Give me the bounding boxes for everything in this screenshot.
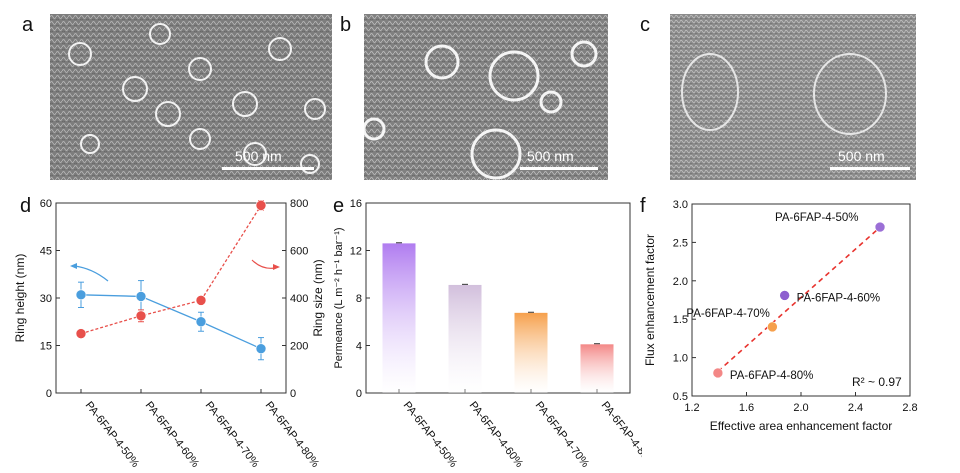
chart-d-point — [255, 343, 267, 354]
chart-d-xtick-label: PA-6FAP-4-80% — [263, 399, 322, 470]
scale-label-b: 500 nm — [527, 148, 574, 164]
chart-f-ytick-label: 0.5 — [673, 391, 688, 403]
panel-letter-d: d — [20, 195, 32, 217]
chart-e-ytick-label: 8 — [356, 293, 362, 305]
chart-d-ytick-label: 0 — [46, 388, 52, 400]
chart-d-ylabel: Ring height (nm) — [13, 254, 27, 343]
chart-f-xlabel: Effective area enhancement factor — [710, 419, 893, 433]
chart-e-xtick-label: PA-6FAP-4-50% — [401, 399, 460, 470]
chart-f-ytick-label: 2.5 — [673, 237, 688, 249]
chart-d-y2tick-label: 600 — [290, 246, 308, 258]
chart-f-fit-line — [717, 221, 887, 373]
chart-f-enhancement: 0.5 1.0 1.5 2.0 2.5 3.0 1.2 1.6 2.0 2.4 2.8 PA-6F… — [643, 199, 918, 433]
scale-label-c: 500 nm — [838, 148, 885, 164]
chart-d-xtick-label: PA-6FAP-4-50% — [83, 399, 142, 470]
chart-d-xtick-label: PA-6FAP-4-60% — [143, 399, 202, 470]
chart-f-xtick-label: 1.2 — [684, 402, 699, 414]
chart-d-point — [195, 295, 207, 306]
sem-image-a — [50, 14, 332, 180]
chart-f-ytick-label: 1.0 — [673, 353, 688, 365]
chart-d-point — [135, 310, 147, 322]
chart-e-ytick-label: 12 — [350, 246, 362, 258]
chart-d-frame — [55, 202, 287, 394]
chart-f-point-label: PA-6FAP-4-70% — [686, 308, 770, 320]
chart-f-point — [874, 221, 886, 233]
scale-bar-c — [830, 167, 910, 170]
chart-e-bar — [580, 344, 614, 393]
chart-f-point — [779, 290, 790, 301]
panel-letter-f: f — [640, 195, 646, 217]
chart-d-y2tick-label: 0 — [290, 388, 296, 400]
chart-f-xtick-label: 2.8 — [902, 402, 917, 414]
chart-d-ytick-label: 15 — [40, 341, 52, 353]
chart-e-ylabel: Permeance (L m⁻² h⁻¹ bar⁻¹) — [333, 227, 345, 368]
chart-f-ytick-label: 1.5 — [673, 314, 688, 326]
chart-f-ylabel: Flux enhancement factor — [643, 234, 657, 366]
panel-letter-a: a — [22, 14, 34, 36]
chart-d-y2tick-label: 200 — [290, 341, 308, 353]
chart-d-y2tick-label: 800 — [290, 198, 308, 210]
chart-d-point — [75, 328, 87, 339]
scale-bar-b — [520, 167, 598, 170]
chart-e-bar — [514, 312, 548, 393]
chart-d-y2tick-label: 400 — [290, 293, 308, 305]
chart-f-xtick-label: 2.0 — [793, 402, 808, 414]
chart-e-ytick-label: 0 — [356, 388, 362, 400]
chart-d-point — [255, 200, 267, 211]
chart-d-series-line-0 — [80, 294, 262, 350]
chart-d-ytick-label: 60 — [40, 198, 52, 210]
chart-e-ytick-label: 16 — [350, 198, 362, 210]
panel-letter-e: e — [333, 195, 345, 217]
scale-bar-a — [222, 167, 314, 170]
chart-e-ytick-label: 4 — [356, 341, 362, 353]
chart-f-point-label: PA-6FAP-4-60% — [797, 292, 881, 304]
chart-e-bar — [448, 284, 482, 393]
chart-d-point — [195, 316, 207, 328]
scale-label-a: 500 nm — [235, 148, 282, 164]
chart-e-xtick-label: PA-6FAP-4-60% — [467, 399, 526, 470]
chart-f-point-label: PA-6FAP-4-50% — [775, 212, 859, 224]
chart-d-point — [75, 289, 87, 301]
chart-e-xtick-label: PA-6FAP-4-80% — [599, 399, 642, 470]
chart-f-annotation: R² ~ 0.97 — [852, 375, 902, 389]
chart-d-xtick-label: PA-6FAP-4-70% — [203, 399, 262, 470]
panel-letter-c: c — [640, 14, 650, 36]
chart-f-point — [712, 367, 724, 379]
chart-d-y2label: Ring size (nm) — [311, 259, 325, 336]
chart-f-xtick-label: 1.6 — [739, 402, 754, 414]
chart-d-arrow-right — [251, 259, 280, 270]
sem-image-c — [670, 14, 916, 180]
chart-f-ytick-label: 2.0 — [673, 276, 688, 288]
chart-f-ytick-label: 3.0 — [673, 199, 688, 211]
chart-d-series-line-1 — [80, 205, 262, 335]
chart-f-point — [767, 321, 778, 333]
chart-e-bar — [382, 243, 416, 393]
chart-d-arrow-left — [70, 263, 109, 282]
chart-e-xtick-label: PA-6FAP-4-70% — [533, 399, 592, 470]
chart-f-xtick-label: 2.4 — [848, 402, 863, 414]
chart-d-ytick-label: 30 — [40, 293, 52, 305]
chart-f-point-label: PA-6FAP-4-80% — [730, 370, 814, 382]
chart-d-point — [135, 291, 147, 302]
sem-image-b — [364, 14, 608, 180]
panel-letter-b: b — [340, 14, 352, 36]
chart-d-ytick-label: 45 — [40, 246, 52, 258]
